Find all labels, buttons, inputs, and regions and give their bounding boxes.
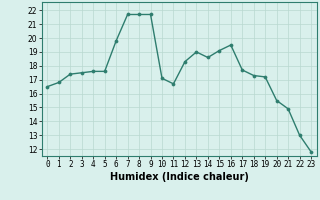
X-axis label: Humidex (Indice chaleur): Humidex (Indice chaleur) [110,172,249,182]
